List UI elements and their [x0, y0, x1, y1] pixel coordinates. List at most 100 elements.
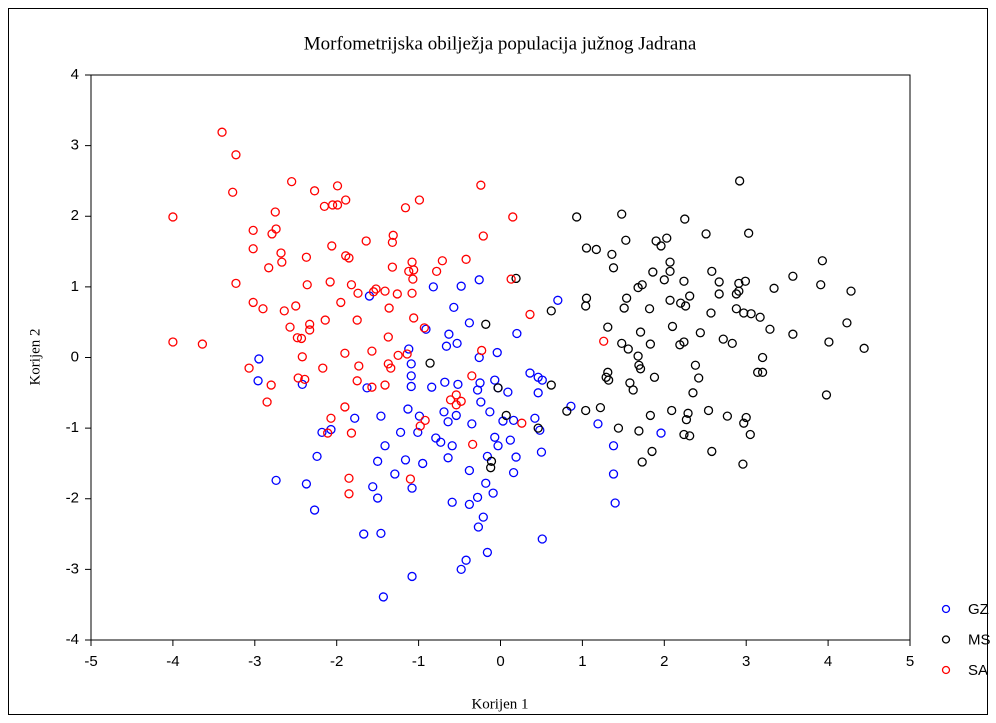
point	[248, 244, 258, 254]
point	[400, 455, 411, 465]
point	[468, 439, 478, 450]
point	[287, 176, 297, 187]
point	[407, 483, 417, 493]
point	[453, 379, 463, 389]
point	[734, 176, 745, 186]
point	[593, 419, 603, 429]
point	[405, 474, 416, 484]
x-tick-label: -3	[248, 653, 261, 670]
point	[297, 352, 307, 362]
legend-label: MS	[968, 631, 991, 648]
point	[581, 243, 592, 253]
point	[406, 371, 416, 381]
point	[403, 404, 413, 414]
point	[309, 186, 320, 196]
point	[817, 256, 828, 266]
point	[703, 405, 714, 416]
point	[635, 327, 646, 337]
point	[318, 363, 328, 373]
x-tick-label: 0	[496, 653, 504, 670]
point	[718, 334, 728, 344]
point	[525, 368, 535, 378]
point	[478, 231, 488, 241]
point	[371, 284, 381, 294]
x-tick-label: 2	[660, 653, 668, 670]
point	[427, 382, 437, 392]
point	[656, 241, 666, 251]
point	[599, 336, 609, 346]
point	[603, 322, 613, 332]
point	[296, 333, 307, 344]
point	[428, 282, 438, 292]
point	[451, 400, 461, 410]
point	[168, 337, 178, 347]
point	[467, 419, 477, 429]
point	[393, 350, 403, 361]
point	[361, 236, 371, 246]
legend-marker	[941, 665, 951, 675]
point	[320, 315, 330, 325]
point	[362, 383, 372, 393]
point	[635, 364, 646, 374]
point	[439, 407, 449, 417]
point	[645, 339, 656, 349]
point	[408, 274, 418, 284]
point	[492, 347, 502, 358]
point	[714, 277, 724, 287]
point	[340, 402, 350, 412]
point	[530, 413, 540, 423]
point	[633, 351, 643, 361]
point	[372, 456, 383, 466]
point	[464, 465, 475, 476]
point	[490, 375, 500, 385]
point	[701, 229, 711, 239]
point	[231, 150, 241, 160]
point	[452, 338, 462, 349]
x-tick-label: 5	[906, 653, 914, 670]
point	[842, 318, 852, 328]
point	[741, 412, 751, 423]
point	[659, 275, 669, 285]
point	[859, 343, 869, 353]
point	[546, 380, 556, 390]
point	[414, 195, 425, 205]
point	[168, 212, 178, 222]
point	[456, 281, 466, 291]
point	[244, 363, 254, 373]
point	[581, 405, 591, 416]
point	[645, 410, 656, 421]
point	[341, 195, 351, 205]
point	[745, 429, 755, 440]
point	[731, 289, 742, 299]
point	[380, 441, 390, 451]
point	[617, 209, 627, 219]
point	[197, 339, 208, 349]
point	[511, 273, 521, 284]
x-tick-label: -5	[84, 653, 97, 670]
point	[621, 235, 631, 245]
point	[384, 303, 394, 313]
point	[511, 452, 521, 462]
point	[656, 428, 666, 438]
point	[753, 367, 763, 377]
point	[297, 379, 307, 389]
point	[757, 352, 768, 363]
legend-label: GZ	[968, 601, 989, 618]
point	[473, 522, 484, 532]
point	[619, 303, 629, 313]
point	[264, 263, 274, 273]
point	[461, 555, 471, 565]
point	[228, 187, 238, 197]
point	[387, 237, 398, 248]
point	[694, 373, 704, 383]
point	[302, 280, 312, 290]
point	[508, 467, 519, 478]
point	[613, 423, 624, 433]
y-tick-label: 3	[71, 137, 79, 154]
point	[266, 380, 276, 390]
point	[651, 236, 661, 246]
point	[421, 324, 431, 334]
point	[546, 306, 556, 316]
x-axis-label: Korijen 1	[471, 696, 528, 712]
point	[305, 319, 315, 329]
